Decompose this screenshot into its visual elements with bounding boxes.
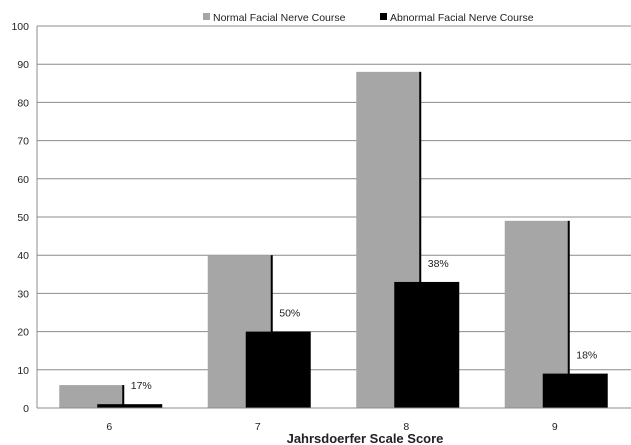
x-tick-label-7: 7 xyxy=(255,421,261,433)
x-axis: 6 7 8 9 xyxy=(37,407,631,433)
bar-normal-6 xyxy=(59,385,124,408)
data-label-8: 38% xyxy=(428,258,449,270)
bars: 17% 50% 38% 18% xyxy=(59,71,608,408)
legend-swatch-normal xyxy=(203,13,210,20)
x-axis-title: Jahrsdoerfer Scale Score xyxy=(287,431,444,445)
legend: Normal Facial Nerve Course Abnormal Facia… xyxy=(203,12,534,24)
y-tick-label-40: 40 xyxy=(17,250,29,262)
y-tick-label-50: 50 xyxy=(17,212,29,224)
bar-edge-normal-8 xyxy=(419,71,422,408)
bar-edge-abnormal-9 xyxy=(605,373,608,408)
y-tick-label-100: 100 xyxy=(11,21,29,33)
bar-abnormal-9 xyxy=(542,373,607,408)
y-tick-label-30: 30 xyxy=(17,288,29,300)
y-tick-label-80: 80 xyxy=(17,97,29,109)
data-label-9: 18% xyxy=(576,350,597,362)
bar-abnormal-7 xyxy=(245,331,310,408)
bar-edge-abnormal-7 xyxy=(308,331,311,408)
y-tick-label-0: 0 xyxy=(23,403,29,415)
gridlines xyxy=(37,25,631,409)
y-tick-label-20: 20 xyxy=(17,327,29,339)
x-tick-label-9: 9 xyxy=(552,421,558,433)
bar-edge-abnormal-8 xyxy=(457,281,460,408)
legend-swatch-abnormal xyxy=(380,13,387,20)
y-tick-label-60: 60 xyxy=(17,174,29,186)
y-axis: 0 10 20 30 40 50 60 70 80 90 100 xyxy=(11,21,38,415)
bar-abnormal-6 xyxy=(97,404,162,408)
y-tick-label-70: 70 xyxy=(17,136,29,148)
legend-label-abnormal: Abnormal Facial Nerve Course xyxy=(390,12,534,24)
y-tick-label-10: 10 xyxy=(17,365,29,377)
bar-edge-abnormal-6 xyxy=(160,404,163,408)
bar-edge-normal-9 xyxy=(567,220,570,408)
data-label-6: 17% xyxy=(131,380,152,392)
bar-abnormal-8 xyxy=(394,281,459,408)
x-tick-label-8: 8 xyxy=(403,421,409,433)
y-tick-label-90: 90 xyxy=(17,59,29,71)
data-label-7: 50% xyxy=(279,308,300,320)
legend-label-normal: Normal Facial Nerve Course xyxy=(213,12,346,24)
bar-edge-normal-6 xyxy=(122,385,125,408)
x-tick-label-6: 6 xyxy=(106,421,112,433)
